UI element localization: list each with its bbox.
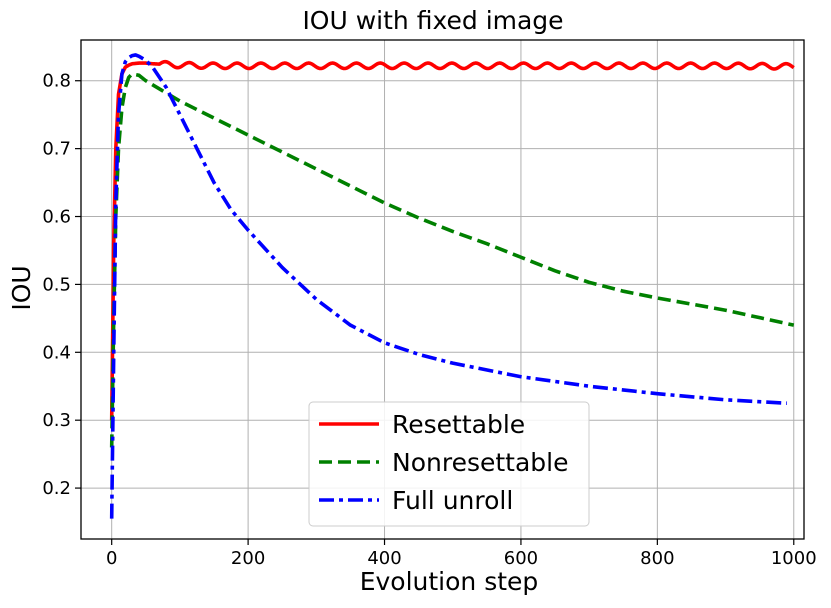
y-tick-label: 0.2 bbox=[42, 478, 71, 499]
x-tick-label: 400 bbox=[367, 548, 401, 569]
y-tick-label: 0.5 bbox=[42, 274, 71, 295]
y-axis-title: IOU bbox=[7, 265, 36, 310]
series-line-1 bbox=[109, 59, 795, 421]
x-tick-label: 0 bbox=[106, 548, 117, 569]
legend-label-2: Nonresettable bbox=[392, 448, 568, 477]
series-layer bbox=[109, 53, 795, 519]
legend-box bbox=[308, 401, 590, 527]
x-tick-label: 1000 bbox=[771, 548, 817, 569]
legend-label-3: Full unroll bbox=[392, 486, 513, 515]
x-tick-label: 200 bbox=[231, 548, 265, 569]
axis-ticks: 0 200 400 600 800 1000 0.2 0.3 0.4 0.5 0.6 0.7 0.8 bbox=[42, 71, 816, 569]
legend-label-1: Resettable bbox=[392, 410, 525, 439]
y-tick-label: 0.8 bbox=[42, 71, 71, 92]
series-line-3 bbox=[109, 53, 788, 519]
series-line-2 bbox=[109, 72, 795, 448]
x-axis-title: Evolution step bbox=[360, 567, 539, 596]
chart-title: IOU with fixed image bbox=[302, 6, 563, 35]
y-tick-label: 0.7 bbox=[42, 139, 71, 160]
y-tick-label: 0.3 bbox=[42, 410, 71, 431]
x-tick-label: 800 bbox=[640, 548, 674, 569]
x-tick-label: 600 bbox=[504, 548, 538, 569]
grid-lines bbox=[81, 40, 804, 539]
y-tick-label: 0.4 bbox=[42, 342, 71, 363]
y-tick-label: 0.6 bbox=[42, 207, 71, 228]
plot-frame bbox=[80, 39, 805, 540]
legend: Resettable Nonresettable Full unroll bbox=[308, 401, 590, 527]
